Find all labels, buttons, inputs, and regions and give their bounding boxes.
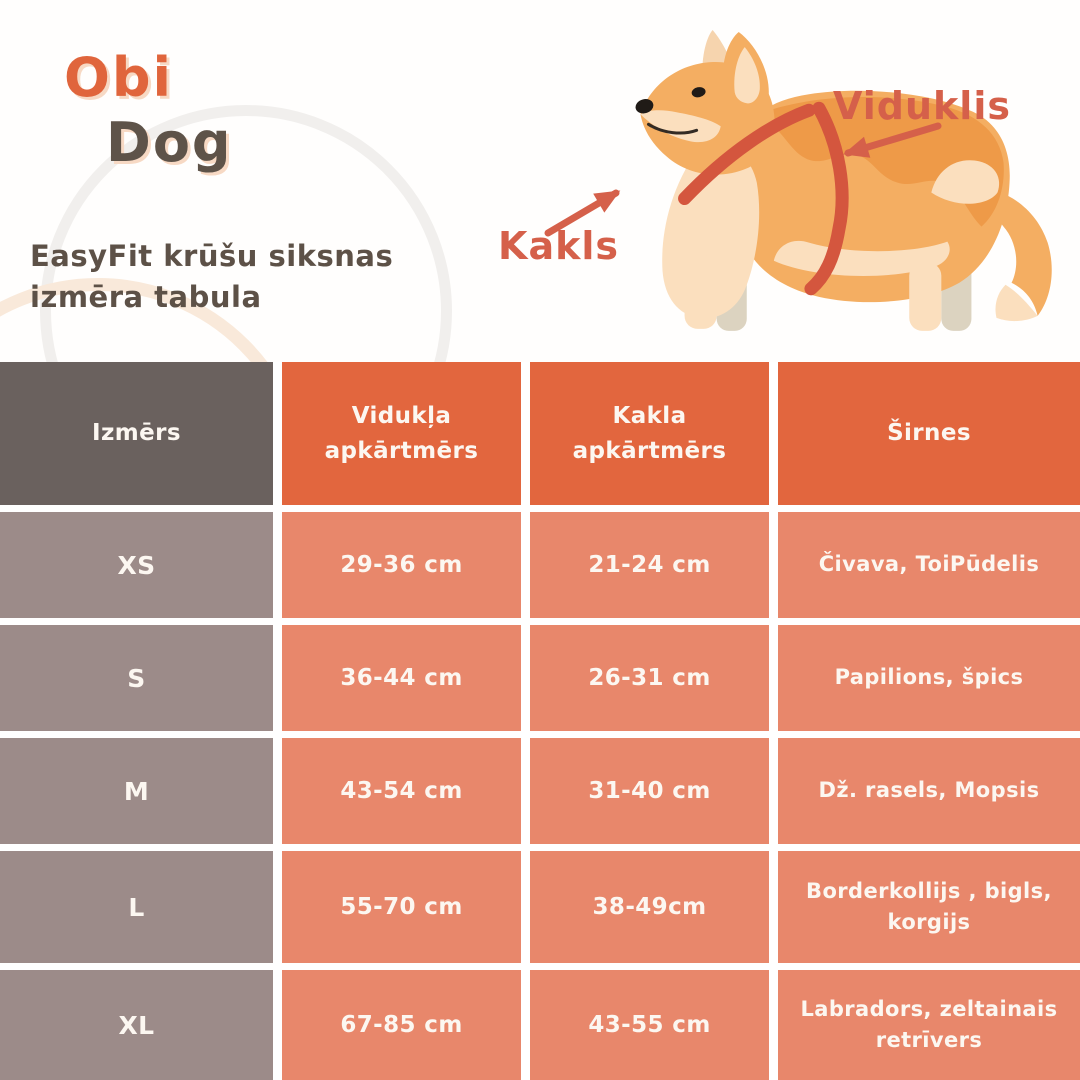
neck-label: Kakls <box>498 224 620 268</box>
row-xl-breeds: Labradors, zeltainais retrīvers <box>778 970 1080 1080</box>
brand-word-dog: Dog <box>106 111 233 175</box>
row-xl-breeds-text: Labradors, zeltainais retrīvers <box>800 996 1058 1053</box>
row-l-waist: 55-70 cm <box>282 851 521 963</box>
row-l-breeds: Borderkollijs , bigls, korgijs <box>778 851 1080 963</box>
brand-word-obi: Obi <box>64 46 174 109</box>
row-xl-size: XL <box>0 970 273 1080</box>
row-m-breeds: Dž. rasels, Mopsis <box>778 738 1080 844</box>
row-s-size: S <box>0 625 273 731</box>
row-m-waist: 43-54 cm <box>282 738 521 844</box>
waist-label: Viduklis <box>833 84 1011 128</box>
row-s-breeds-text: Papilions, špics <box>834 665 1024 690</box>
row-s-waist: 36-44 cm <box>282 625 521 731</box>
header-waist: Vidukļa apkārtmērs <box>282 362 521 505</box>
page-title-line1: EasyFit krūšu siksnas <box>30 239 394 273</box>
header-neck: Kakla apkārtmērs <box>530 362 769 505</box>
row-xs-neck: 21-24 cm <box>530 512 769 618</box>
size-table: Izmērs Vidukļa apkārtmērs Kakla apkārtmē… <box>0 362 1080 1080</box>
row-l-neck: 38-49cm <box>530 851 769 963</box>
header-size: Izmērs <box>0 362 273 505</box>
brand-logo: Obi Dog <box>64 48 233 173</box>
page-title: EasyFit krūšu siksnas izmēra tabula <box>30 236 393 318</box>
row-s-neck: 26-31 cm <box>530 625 769 731</box>
row-xs-waist: 29-36 cm <box>282 512 521 618</box>
row-xs-breeds-text: Čivava, ToiPūdelis <box>818 552 1040 577</box>
row-xs-breeds: Čivava, ToiPūdelis <box>778 512 1080 618</box>
row-l-breeds-text: Borderkollijs , bigls, korgijs <box>806 878 1052 935</box>
page-title-line2: izmēra tabula <box>30 280 262 315</box>
row-m-size: M <box>0 738 273 844</box>
row-xs-size: XS <box>0 512 273 618</box>
corgi-illustration <box>635 30 1052 331</box>
row-m-neck: 31-40 cm <box>530 738 769 844</box>
row-xl-waist: 67-85 cm <box>282 970 521 1080</box>
header-breeds: Širnes <box>778 362 1080 505</box>
row-s-breeds: Papilions, špics <box>778 625 1080 731</box>
row-xl-neck: 43-55 cm <box>530 970 769 1080</box>
row-l-size: L <box>0 851 273 963</box>
row-m-breeds-text: Dž. rasels, Mopsis <box>818 778 1040 803</box>
